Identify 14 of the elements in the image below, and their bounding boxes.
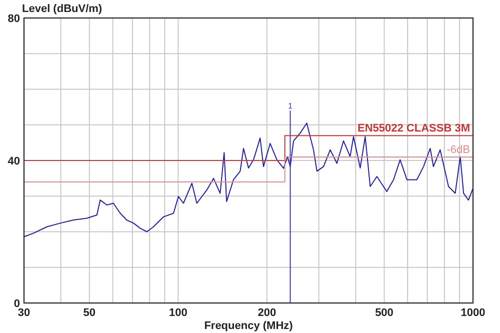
y-tick-label: 0 bbox=[14, 298, 20, 310]
annotation: 1 bbox=[288, 102, 294, 111]
x-tick-label: 200 bbox=[258, 307, 276, 319]
x-tick-label: 50 bbox=[83, 307, 96, 319]
x-tick-label: 30 bbox=[18, 307, 30, 319]
y-tick-label: 40 bbox=[8, 156, 20, 168]
series-label: EN55022 CLASSB 3M bbox=[358, 122, 470, 135]
y-tick-label: 80 bbox=[8, 13, 20, 25]
y-axis-title: Level (dBuV/m) bbox=[22, 3, 102, 15]
x-tick-label: 100 bbox=[168, 307, 188, 319]
x-tick-label: 1000 bbox=[460, 307, 486, 319]
series-label: -6dB bbox=[446, 144, 470, 156]
x-axis-title: Frequency (MHz) bbox=[204, 320, 294, 332]
x-tick-label: 500 bbox=[375, 307, 394, 319]
